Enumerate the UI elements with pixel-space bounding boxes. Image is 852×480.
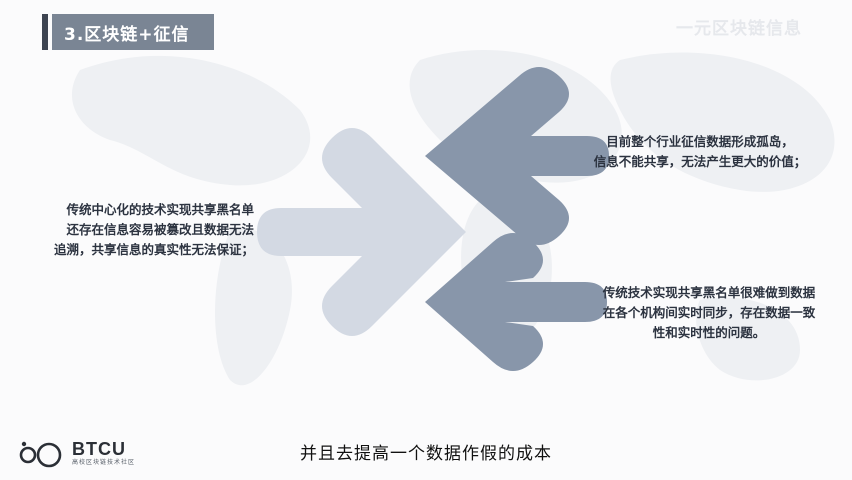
- arrow-left-top-dark: [425, 67, 609, 245]
- right-top-text-line-1: 目前整个行业征信数据形成孤岛，: [606, 134, 794, 149]
- left-text-line-1: 传统中心化的技术实现共享黑名单: [66, 202, 254, 217]
- title-box: 3.区块链+征信: [52, 14, 214, 50]
- title-accent-bar: [42, 14, 48, 50]
- btcu-logo: BTCU 高校区块链技术社区: [18, 438, 135, 468]
- title-bar: 3.区块链+征信: [42, 14, 214, 50]
- btcu-logo-mark-icon: [19, 441, 62, 468]
- video-subtitle: 并且去提高一个数据作假的成本: [300, 444, 552, 464]
- right-bottom-text-line-2: 在各个机构间实时同步，存在数据一致: [602, 305, 816, 320]
- left-text-line-3: 追溯，共享信息的真实性无法保证；: [53, 242, 254, 257]
- right-bottom-text-line-1: 传统技术实现共享黑名单很难做到数据: [602, 285, 816, 300]
- left-text-line-2: 还存在信息容易被篡改且数据无法: [66, 222, 254, 237]
- corner-watermark: 一元区块链信息: [676, 19, 802, 39]
- right-bottom-text-line-3: 性和实时性的问题。: [652, 325, 766, 340]
- logo-tagline: 高校区块链技术社区: [72, 458, 136, 466]
- arrow-left-bottom-dark: [425, 233, 607, 371]
- right-top-text-line-2: 信息不能共享，无法产生更大的价值；: [593, 154, 807, 169]
- logo-words: BTCU 高校区块链技术社区: [72, 438, 136, 467]
- arrow-right-light: [257, 128, 466, 336]
- left-text-block: 传统中心化的技术实现共享黑名单 还存在信息容易被篡改且数据无法 追溯，共享信息的…: [24, 200, 254, 260]
- slide-title: 3.区块链+征信: [64, 24, 190, 45]
- right-bottom-text-block: 传统技术实现共享黑名单很难做到数据 在各个机构间实时同步，存在数据一致 性和实时…: [574, 283, 844, 343]
- logo-name: BTCU: [72, 438, 126, 459]
- right-top-text-block: 目前整个行业征信数据形成孤岛， 信息不能共享，无法产生更大的价值；: [572, 132, 828, 172]
